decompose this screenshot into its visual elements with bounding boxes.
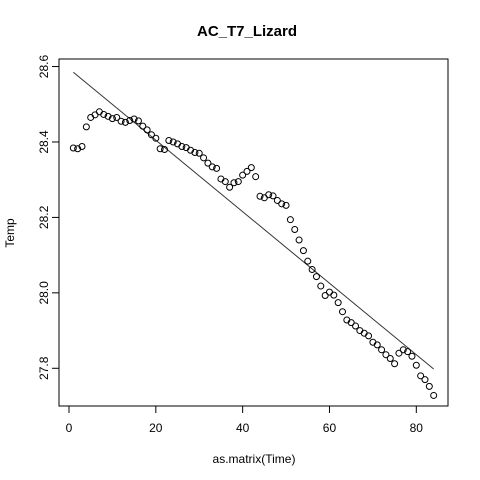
x-tick-label: 0 [66,421,73,435]
data-point [399,346,407,354]
data-point [308,265,316,273]
data-point [425,382,433,390]
data-point [312,273,320,281]
data-point [204,159,212,167]
data-point [134,117,142,125]
data-point [373,341,381,349]
y-tick-label: 28.0 [37,281,51,305]
data-point [252,173,260,181]
data-point [169,138,177,146]
data-point [165,136,173,144]
data-point [152,134,160,142]
data-point [178,143,186,151]
data-point [299,247,307,255]
data-point [230,179,238,187]
data-point [139,122,147,130]
y-axis-label: Temp [3,218,17,248]
data-point [295,236,303,244]
y-tick-label: 28.6 [37,55,51,79]
x-tick-label: 80 [410,421,424,435]
data-point [334,299,342,307]
data-point [113,113,121,121]
y-tick-label: 28.2 [37,205,51,229]
data-point [269,192,277,200]
data-point [325,288,333,296]
data-point [147,131,155,139]
x-axis-label: as.matrix(Time) [213,452,296,466]
data-point [330,291,338,299]
data-point [156,145,164,153]
data-point [421,376,429,384]
data-point [317,282,325,290]
data-point [160,146,168,154]
data-point [69,144,77,152]
data-point [352,322,360,330]
data-point [100,110,108,118]
plot-frame [58,58,449,407]
data-point [78,143,86,151]
data-point [265,191,273,199]
data-point [239,171,247,179]
data-point [395,349,403,357]
data-point [378,346,386,354]
data-point [365,332,373,340]
data-point [221,178,229,186]
data-point [291,225,299,233]
data-point [278,200,286,208]
trend-line-layer [73,71,434,370]
data-point [200,154,208,162]
data-point [304,257,312,265]
x-tick-label: 60 [323,421,337,435]
y-tick-label: 28.4 [37,130,51,154]
x-tick-label: 20 [149,421,163,435]
data-point [117,117,125,125]
data-point [282,201,290,209]
data-point [121,118,129,126]
data-point [391,360,399,368]
data-point [143,126,151,134]
data-point [417,372,425,380]
data-point [347,319,355,327]
trend-line [73,71,434,370]
data-point [408,352,416,360]
chart-title: AC_T7_Lizard [197,23,297,40]
data-point [386,354,394,362]
x-tick-label: 40 [236,421,250,435]
data-point [82,123,90,131]
data-point [108,115,116,123]
data-point [226,183,234,191]
data-point [286,216,294,224]
y-axis: 27.8 28.0 28.2 28.4 28.6 [37,55,60,380]
data-point [126,116,134,124]
data-point [404,348,412,356]
data-point [243,167,251,175]
y-tick-label: 27.8 [37,356,51,380]
data-point [195,149,203,157]
data-point [234,178,242,186]
data-point [412,361,420,369]
data-points [69,108,438,399]
data-point [130,115,138,123]
x-axis: 0 20 40 60 80 [66,405,424,435]
data-point [382,351,390,359]
data-point [430,391,438,399]
data-point [191,149,199,157]
data-point [273,196,281,204]
data-point [208,163,216,171]
data-point [339,308,347,316]
data-point [256,192,264,200]
data-point [321,291,329,299]
data-point [213,164,221,172]
data-point [247,164,255,172]
